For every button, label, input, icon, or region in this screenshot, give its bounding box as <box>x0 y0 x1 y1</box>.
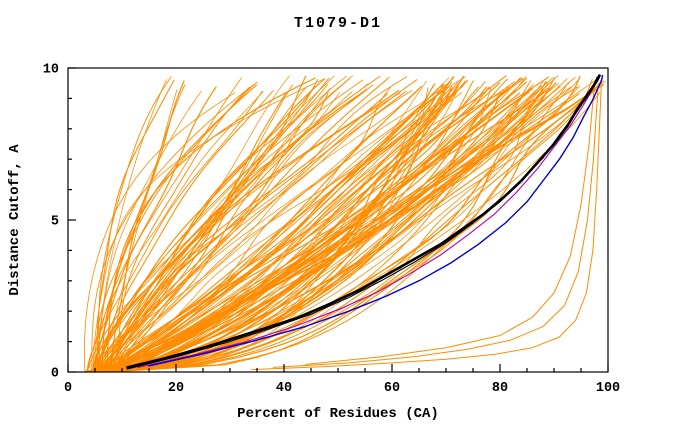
x-tick-label: 100 <box>596 381 620 396</box>
x-tick-label: 80 <box>492 381 508 396</box>
prediction-curve <box>109 78 568 373</box>
prediction-curve <box>94 88 534 373</box>
x-axis-label: Percent of Residues (CA) <box>237 406 439 422</box>
prediction-curve <box>102 89 178 373</box>
prediction-curve <box>90 76 408 373</box>
prediction-curve <box>109 75 353 373</box>
prediction-curve <box>86 87 492 373</box>
y-tick-label: 10 <box>43 63 59 78</box>
prediction-curve <box>99 83 444 373</box>
prediction-curve <box>113 81 606 373</box>
prediction-curve <box>96 79 167 373</box>
prediction-curve <box>98 84 447 373</box>
prediction-curve <box>98 93 496 373</box>
prediction-curve <box>102 77 521 373</box>
prediction-curve <box>94 89 505 373</box>
prediction-curve <box>106 77 316 373</box>
prediction-curve <box>100 75 335 373</box>
prediction-curve <box>83 92 236 373</box>
highlight-curves-layer <box>126 74 604 371</box>
plot-frame <box>67 67 609 373</box>
prediction-curve <box>89 77 554 373</box>
y-tick-label: 0 <box>51 367 59 382</box>
prediction-curve <box>110 82 557 373</box>
prediction-curve <box>92 92 401 373</box>
prediction-curve <box>112 90 508 373</box>
prediction-curve <box>99 86 307 373</box>
prediction-curve <box>91 86 217 373</box>
prediction-curve <box>95 75 464 373</box>
prediction-curve <box>110 89 530 373</box>
prediction-curve <box>92 75 381 373</box>
prediction-curve <box>86 90 263 373</box>
prediction-curve <box>110 80 185 373</box>
prediction-curve <box>97 90 407 373</box>
prediction-curve <box>92 78 326 373</box>
prediction-curves-layer <box>83 75 606 373</box>
prediction-curve <box>97 81 515 373</box>
y-axis-label: Distance Cutoff, A <box>7 144 23 296</box>
x-tick-label: 40 <box>276 381 292 396</box>
prediction-curve <box>89 79 418 373</box>
good-model-outlier-3-curve <box>305 82 595 365</box>
chart-title: T1079-D1 <box>294 15 382 32</box>
prediction-curve <box>94 77 242 373</box>
x-tick-label: 0 <box>64 381 72 396</box>
x-tick-label: 20 <box>168 381 184 396</box>
prediction-curve <box>113 78 508 373</box>
prediction-curve <box>109 76 550 373</box>
prediction-curve <box>96 79 175 373</box>
prediction-curve <box>102 85 599 373</box>
axes-ticks-layer: 0 20 40 60 80 100 0 5 10 <box>43 63 620 397</box>
prediction-curve <box>91 89 596 373</box>
prediction-curve <box>107 91 365 373</box>
prediction-curve <box>91 93 500 373</box>
prediction-curve <box>111 91 353 373</box>
reference-magenta-curve <box>137 75 601 368</box>
prediction-curve <box>88 84 604 373</box>
prediction-curve <box>100 86 578 373</box>
prediction-curve <box>84 92 416 373</box>
prediction-curve <box>94 87 447 373</box>
x-tick-label: 60 <box>384 381 400 396</box>
prediction-curve <box>85 92 486 373</box>
prediction-curve <box>108 89 419 373</box>
prediction-curve <box>95 83 445 373</box>
prediction-curve <box>91 81 258 373</box>
prediction-curve <box>94 76 466 373</box>
reference-blue-curve <box>148 74 604 367</box>
prediction-curve <box>110 88 367 373</box>
prediction-curve <box>111 80 468 373</box>
prediction-curve <box>92 75 507 373</box>
prediction-curve <box>112 88 331 373</box>
reference-black-main-curve <box>126 74 601 369</box>
good-model-outlier-1-curve <box>251 79 602 371</box>
prediction-curve <box>93 75 581 373</box>
prediction-curve <box>108 86 449 373</box>
y-tick-label: 5 <box>51 215 59 230</box>
prediction-curve <box>98 75 347 373</box>
good-model-outlier-2-curve <box>272 82 599 368</box>
prediction-curve <box>93 90 400 373</box>
prediction-curve <box>100 90 274 373</box>
